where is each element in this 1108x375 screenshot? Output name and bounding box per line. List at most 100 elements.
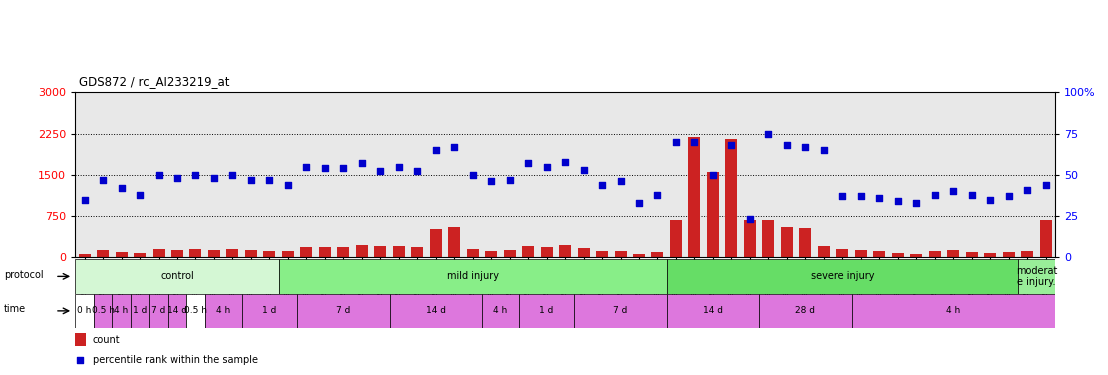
Point	[759, 130, 777, 136]
Bar	[522, 246, 534, 257]
Point	[667, 139, 685, 145]
Bar	[319, 247, 331, 257]
Bar	[837, 249, 849, 257]
Bar	[652, 252, 664, 257]
Bar	[430, 229, 442, 257]
Bar	[966, 252, 977, 257]
Bar	[852, 294, 1055, 328]
Bar	[596, 251, 608, 257]
Text: count: count	[93, 335, 121, 345]
Bar	[743, 220, 756, 257]
Point	[150, 172, 167, 178]
Bar	[75, 259, 278, 294]
Point	[224, 172, 242, 178]
Point	[131, 192, 148, 198]
Text: 1 d: 1 d	[133, 306, 147, 315]
Bar	[1003, 252, 1015, 257]
Point	[1037, 182, 1055, 188]
Point	[944, 188, 962, 194]
Bar	[667, 294, 759, 328]
Bar	[171, 250, 183, 257]
Bar	[984, 253, 996, 257]
Text: 1 d: 1 d	[540, 306, 554, 315]
Bar	[707, 172, 719, 257]
Text: 4 h: 4 h	[493, 306, 507, 315]
Bar	[245, 250, 257, 257]
Bar	[818, 246, 830, 257]
Point	[335, 165, 352, 171]
Text: 7 d: 7 d	[152, 306, 166, 315]
Text: 0.5 h: 0.5 h	[184, 306, 207, 315]
Text: 14 d: 14 d	[167, 306, 187, 315]
Bar	[150, 294, 167, 328]
Point	[242, 177, 259, 183]
Text: 4 h: 4 h	[114, 306, 129, 315]
Point	[852, 193, 870, 199]
Bar	[762, 220, 774, 257]
Point	[797, 144, 814, 150]
Point	[833, 193, 851, 199]
Point	[630, 200, 648, 206]
Bar	[226, 249, 238, 257]
Text: 14 d: 14 d	[425, 306, 445, 315]
Point	[963, 192, 981, 198]
Bar	[281, 251, 294, 257]
Bar	[482, 294, 519, 328]
Bar	[356, 245, 368, 257]
Point	[612, 178, 629, 184]
Point	[889, 198, 906, 204]
Point	[537, 164, 555, 170]
Text: severe injury: severe injury	[811, 272, 874, 281]
Bar	[75, 294, 94, 328]
Point	[907, 200, 925, 206]
Bar	[667, 259, 1018, 294]
Bar	[560, 245, 571, 257]
Point	[260, 177, 278, 183]
Text: 0 h: 0 h	[78, 306, 92, 315]
Point	[926, 192, 944, 198]
Point	[722, 142, 740, 148]
Bar	[504, 250, 515, 257]
Bar	[300, 246, 312, 257]
Point	[871, 195, 889, 201]
Point	[999, 193, 1017, 199]
Text: protocol: protocol	[3, 270, 43, 280]
Bar	[167, 294, 186, 328]
Text: 0.5 h: 0.5 h	[92, 306, 114, 315]
Point	[409, 168, 427, 174]
Bar	[189, 249, 202, 257]
Point	[186, 172, 204, 178]
Bar	[1039, 220, 1051, 257]
Point	[297, 164, 315, 170]
Bar	[411, 248, 423, 257]
Bar	[519, 294, 574, 328]
Bar	[726, 139, 738, 257]
Bar	[873, 251, 885, 257]
Point	[648, 192, 666, 198]
Bar	[615, 251, 626, 257]
Bar	[781, 227, 793, 257]
Point	[815, 147, 833, 153]
Point	[778, 142, 796, 148]
Text: control: control	[161, 272, 194, 281]
Bar	[134, 253, 146, 257]
Point	[556, 159, 574, 165]
Bar	[1022, 251, 1033, 257]
Point	[72, 357, 90, 363]
Bar	[392, 246, 404, 257]
Bar	[205, 294, 242, 328]
Bar	[799, 228, 811, 257]
Point	[982, 196, 999, 202]
Bar	[466, 249, 479, 257]
Point	[520, 160, 537, 166]
Bar	[688, 136, 700, 257]
Bar	[112, 294, 131, 328]
Bar	[278, 259, 667, 294]
Point	[316, 165, 334, 171]
Point	[427, 147, 444, 153]
Point	[704, 172, 721, 178]
Text: time: time	[3, 304, 25, 314]
Bar	[98, 251, 109, 257]
Point	[75, 196, 93, 202]
Text: 14 d: 14 d	[702, 306, 722, 315]
